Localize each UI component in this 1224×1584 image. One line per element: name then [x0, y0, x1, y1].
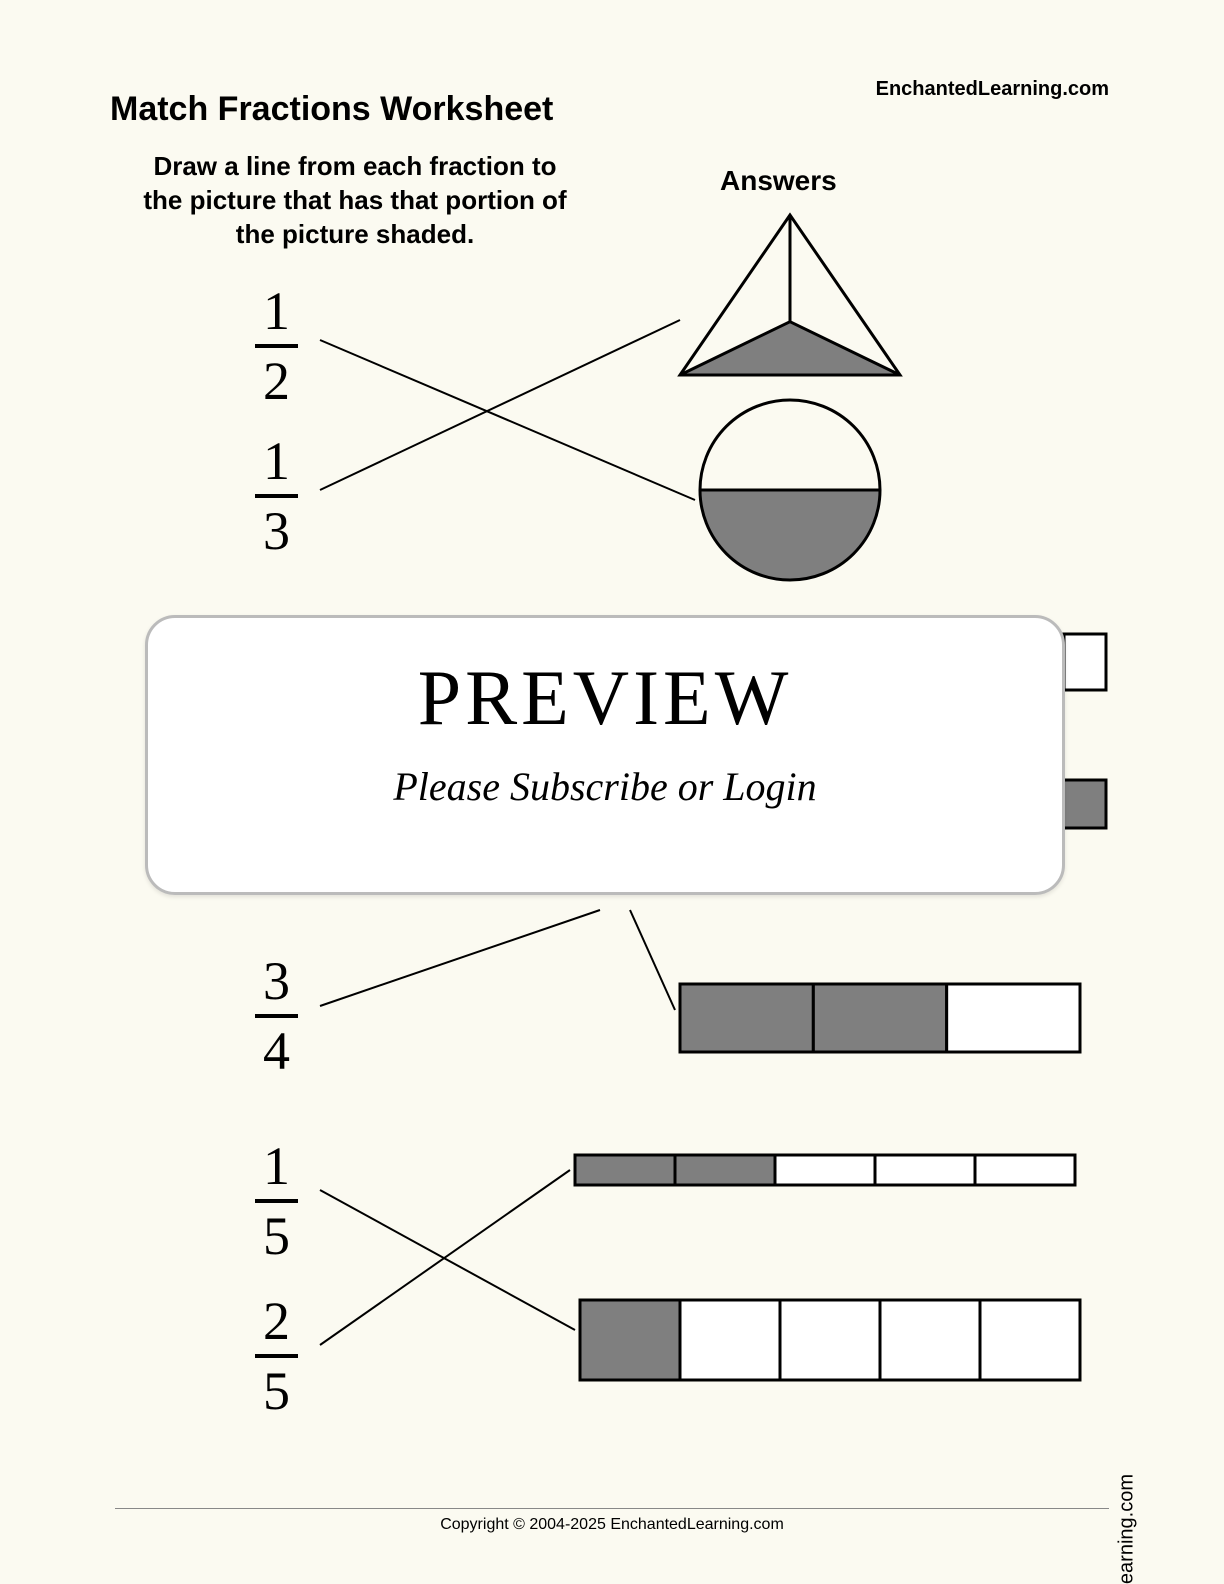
preview-subtitle: Please Subscribe or Login: [148, 763, 1062, 810]
copyright-text: Copyright © 2004-2025 EnchantedLearning.…: [0, 1516, 1224, 1534]
fraction-1-5: 15: [255, 1135, 298, 1267]
preview-title: PREVIEW: [148, 653, 1062, 743]
fraction-1-2: 12: [255, 280, 298, 412]
preview-overlay: PREVIEW Please Subscribe or Login: [145, 615, 1065, 895]
footer-divider: [115, 1508, 1109, 1509]
fraction-3-4: 34: [255, 950, 298, 1082]
vertical-brand: ©EnchantedLearning.com: [1116, 1474, 1139, 1584]
fraction-2-5: 25: [255, 1290, 298, 1422]
fraction-1-3: 13: [255, 430, 298, 562]
